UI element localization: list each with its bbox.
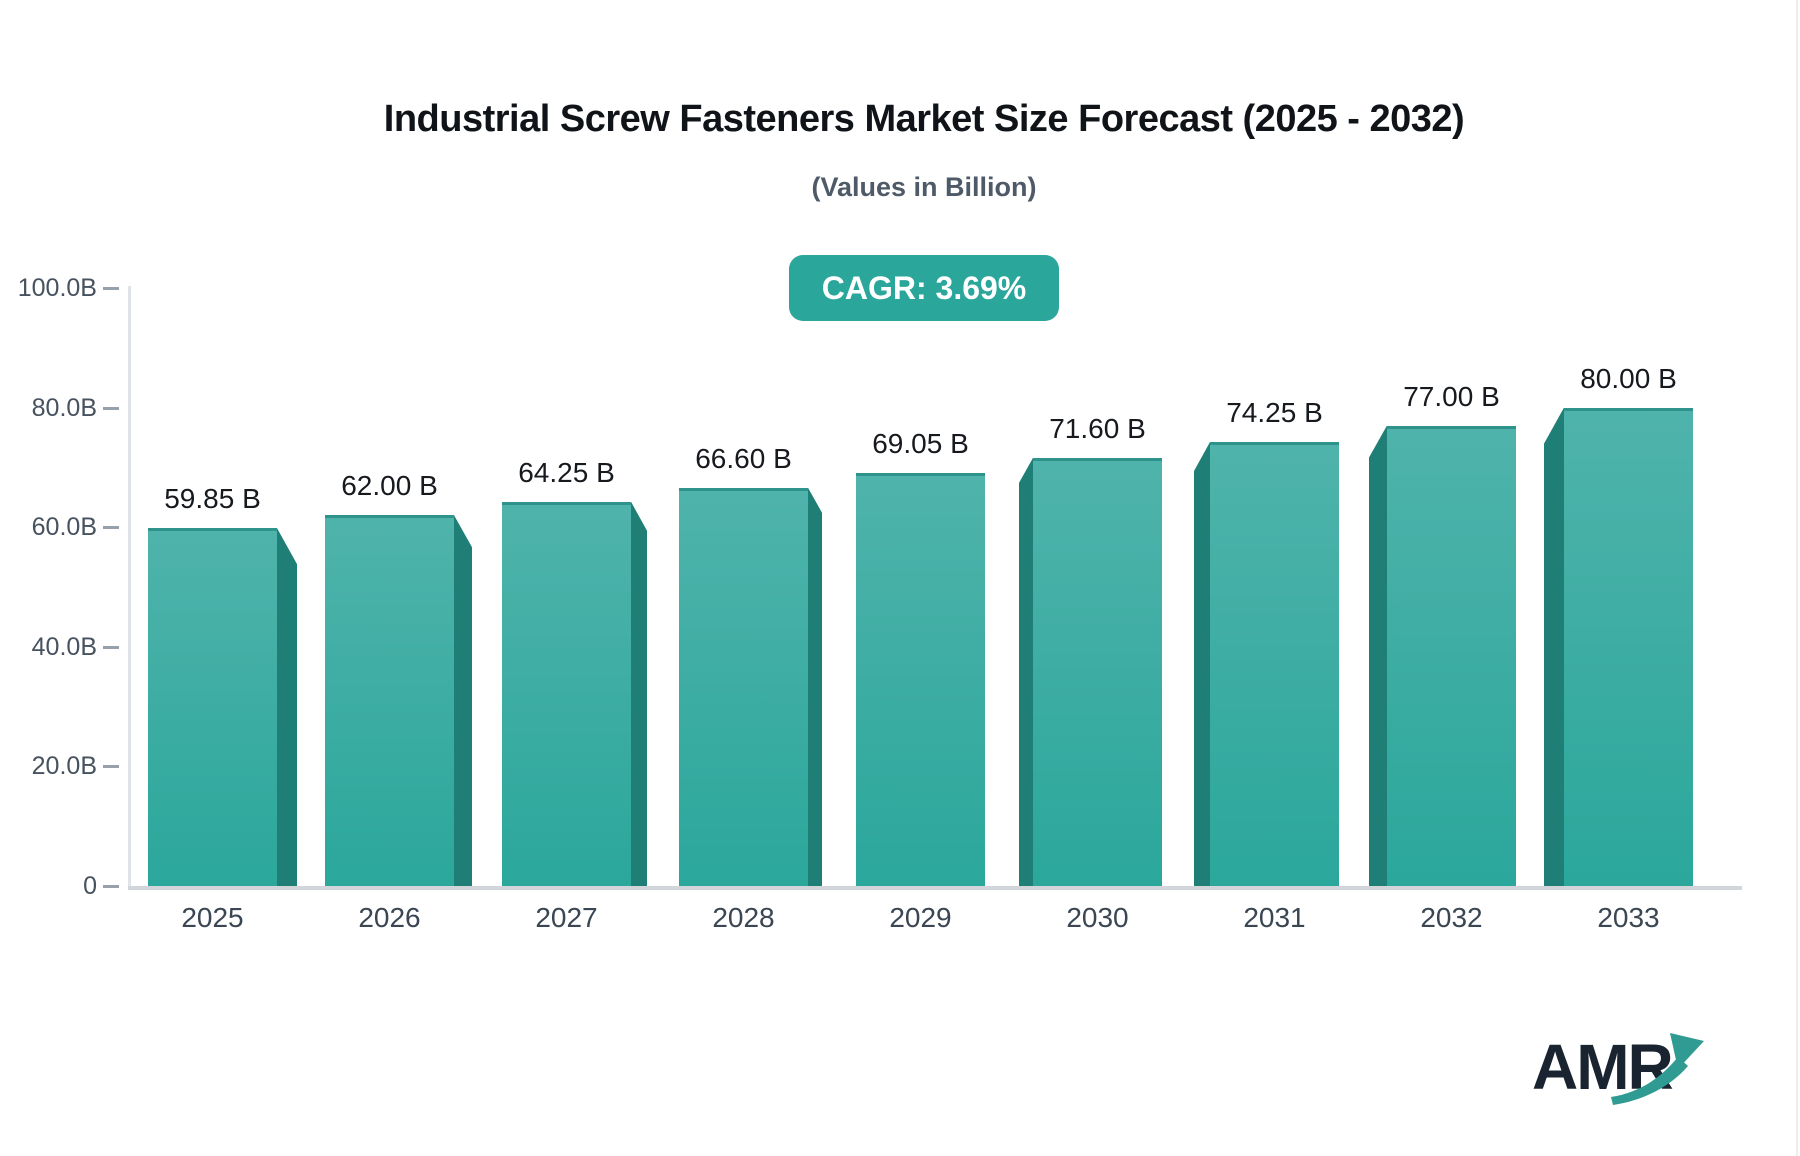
bar-front-face [1033, 457, 1162, 886]
bar-side-face [1544, 407, 1564, 886]
y-tick-label: 60.0B [31, 513, 97, 542]
bar-value-label: 69.05 B [872, 428, 969, 460]
x-tick-label: 2031 [1243, 902, 1306, 933]
y-tick-mark [103, 645, 119, 649]
chart-subtitle: (Values in Billion) [811, 172, 1037, 202]
y-tick-mark [103, 287, 119, 290]
cagr-badge: CAGR: 3.69% [788, 255, 1060, 321]
cagr-badge-row: CAGR: 3.69% [0, 255, 1800, 321]
bar-side-face [277, 528, 297, 886]
bar-front-face [1387, 425, 1516, 886]
y-axis-line [128, 286, 131, 886]
y-tick-label: 0 [83, 872, 97, 900]
y-tick-label: 80.0B [31, 393, 97, 422]
bar-front-face [1564, 407, 1693, 886]
chart-title: Industrial Screw Fasteners Market Size F… [383, 98, 1465, 140]
growth-arrow-icon [1611, 1033, 1704, 1105]
bar-side-face [1194, 441, 1210, 886]
x-tick-label: 2025 [181, 902, 244, 933]
bar-side-face [1019, 457, 1033, 886]
bar-front-face [325, 515, 454, 886]
y-tick-label: 40.0B [31, 632, 97, 661]
amr-logo: AMR [1532, 1030, 1722, 1120]
bar-front-face [856, 473, 985, 886]
bar-side-face [454, 515, 472, 886]
x-tick-label: 2032 [1420, 902, 1483, 933]
cagr-badge-label: CAGR: 3.69% [821, 270, 1027, 306]
bar-front-face [1210, 441, 1339, 886]
bar-front-face [679, 487, 808, 886]
y-tick-label: 20.0B [31, 752, 97, 781]
bar-value-label: 74.25 B [1226, 396, 1323, 428]
x-tick-label: 2028 [712, 902, 775, 933]
bar-value-label: 80.00 B [1580, 362, 1677, 394]
bar-side-face [631, 501, 647, 886]
x-tick-label: 2030 [1066, 902, 1129, 933]
bar-front-face [502, 501, 631, 886]
bar-value-label: 62.00 B [341, 470, 438, 502]
x-tick-label: 2026 [358, 902, 421, 933]
bar-value-label: 66.60 B [695, 442, 792, 474]
bar-side-face [808, 487, 822, 886]
x-tick-label: 2029 [889, 902, 952, 933]
x-axis-line [128, 886, 1742, 890]
bar-value-label: 64.25 B [518, 456, 615, 488]
bar-value-label: 59.85 B [164, 483, 261, 515]
page-edge-line [1796, 0, 1798, 1156]
bar-value-label: 77.00 B [1403, 380, 1500, 412]
y-tick-mark [103, 526, 119, 530]
x-tick-label: 2027 [535, 902, 598, 933]
bar-side-face [1369, 425, 1387, 886]
y-tick-label: 100.0B [17, 274, 97, 302]
y-tick-mark [103, 765, 119, 769]
y-tick-mark [103, 406, 119, 410]
bar-value-label: 71.60 B [1049, 412, 1146, 444]
bar-front-face [148, 528, 277, 886]
x-tick-label: 2033 [1597, 902, 1660, 933]
y-tick-mark [103, 885, 119, 888]
